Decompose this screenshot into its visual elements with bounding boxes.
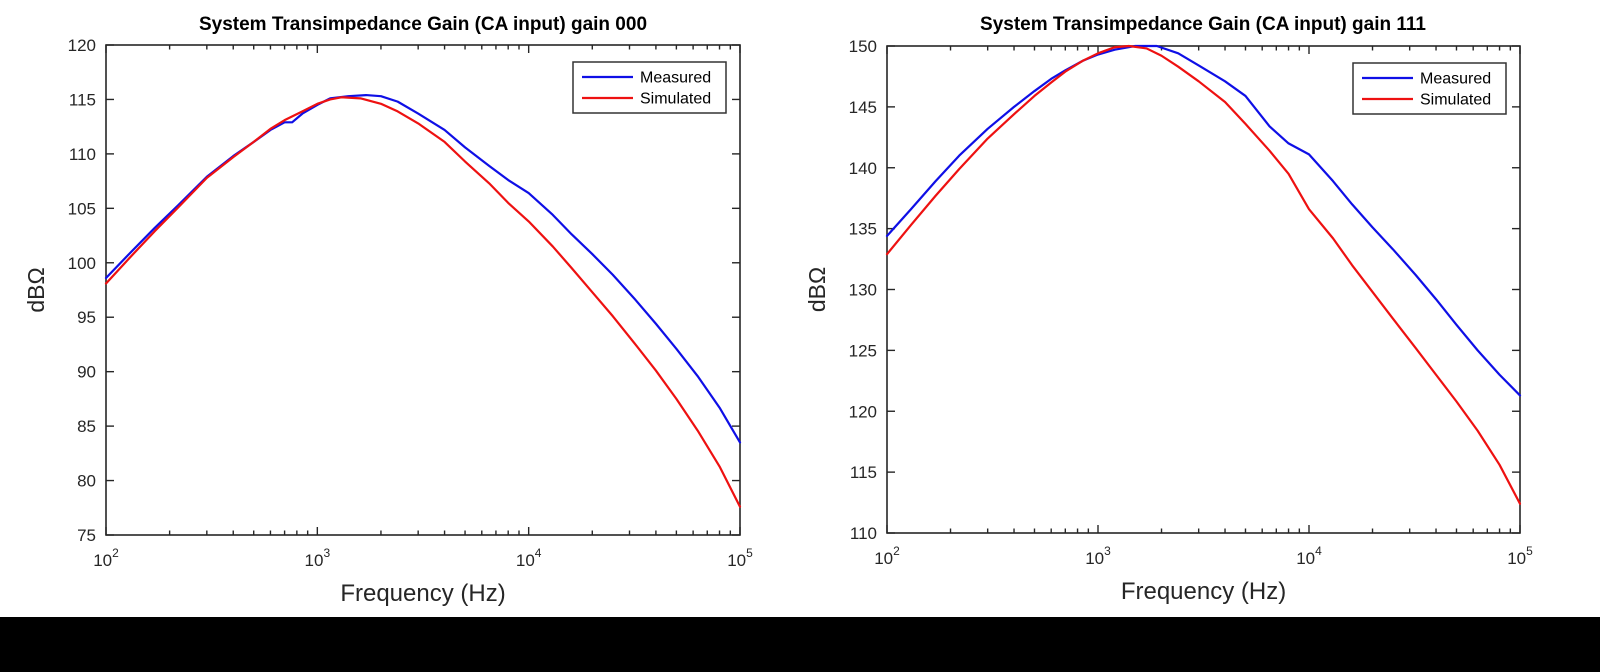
x-tick-label: 105 [727,546,753,570]
x-axis-label: Frequency (Hz) [340,580,505,607]
legend-label-simulated: Simulated [640,91,711,108]
y-tick-label: 135 [849,220,877,239]
legend-label-simulated: Simulated [1420,92,1491,109]
y-axis-label: dBΩ [804,267,830,312]
bottom-black-bar [0,617,1600,672]
simulated-line [885,44,1522,505]
x-axis-label: Frequency (Hz) [1121,578,1286,605]
x-tick-label: 105 [1507,544,1533,568]
y-tick-label: 115 [69,90,96,109]
y-tick-label: 90 [77,363,96,382]
plot-box [105,44,741,536]
legend-label-measured: Measured [1420,71,1491,88]
y-tick-label: 85 [77,417,96,436]
measured-line [104,93,742,444]
legend-box [572,61,727,114]
chart-svg-1: System Transimpedance Gain (CA input) ga… [804,14,1533,605]
y-tick-label: 95 [77,308,96,327]
y-tick-label: 75 [77,526,96,545]
x-tick-label: 103 [1085,544,1111,568]
x-tick-label: 104 [516,546,542,570]
legend-label-measured: Measured [640,70,711,87]
y-tick-label: 105 [68,199,96,218]
measured-line [885,44,1522,397]
y-tick-label: 80 [77,472,96,491]
x-tick-label: 102 [874,544,900,568]
chart-title: System Transimpedance Gain (CA input) ga… [980,14,1426,35]
chart-gain-111: System Transimpedance Gain (CA input) ga… [800,0,1600,617]
legend-box [1352,62,1507,115]
y-tick-label: 145 [849,98,877,117]
x-tick-label: 102 [93,546,119,570]
chart-title: System Transimpedance Gain (CA input) ga… [199,14,647,35]
y-tick-label: 120 [68,36,96,55]
x-tick-label: 103 [305,546,331,570]
y-tick-label: 115 [850,463,877,482]
y-tick-label: 130 [849,281,877,300]
y-tick-label: 140 [849,159,877,178]
y-axis-label: dBΩ [23,267,49,312]
plot-box [886,45,1521,534]
y-tick-label: 150 [849,37,877,56]
legend: Measured Simulated [572,61,727,114]
chart-svg-0: System Transimpedance Gain (CA input) ga… [23,14,753,607]
x-tick-label: 104 [1296,544,1322,568]
y-tick-label: 125 [849,341,877,360]
simulated-line [104,96,742,508]
y-tick-label: 110 [850,524,877,543]
chart-gain-000: System Transimpedance Gain (CA input) ga… [0,0,800,617]
y-tick-label: 110 [69,145,96,164]
y-tick-label: 120 [849,402,877,421]
legend: Measured Simulated [1352,62,1507,115]
y-tick-label: 100 [68,254,96,273]
